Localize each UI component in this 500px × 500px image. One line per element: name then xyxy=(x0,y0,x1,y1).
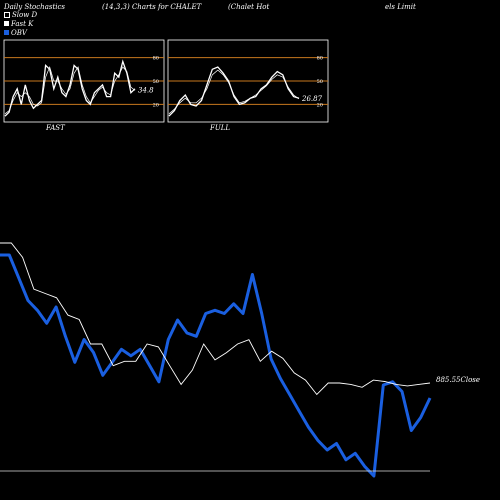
company-name-part2: els Limit xyxy=(385,3,416,11)
legend: Slow D Fast K OBV xyxy=(4,10,37,37)
legend-label-slow-d: Slow D xyxy=(12,10,38,19)
legend-label-obv: OBV xyxy=(11,28,27,37)
chart-type-title: Daily Stochastics xyxy=(4,3,66,11)
legend-swatch-fast-k xyxy=(4,21,9,26)
stoch-panel-title: FULL xyxy=(209,124,230,132)
stoch-level-label: 20 xyxy=(317,102,323,108)
stoch-panel-title: FAST xyxy=(45,124,66,132)
legend-label-fast-k: Fast K xyxy=(11,19,34,28)
stoch-line-slow-d xyxy=(168,69,300,115)
legend-item-obv: OBV xyxy=(4,28,37,37)
company-name-part1: (Chalet Hot xyxy=(228,3,270,11)
stoch-level-label: 80 xyxy=(317,56,323,62)
stoch-level-label: 50 xyxy=(153,79,159,85)
stoch-line-fast-k xyxy=(4,59,136,117)
stoch-line-slow-d xyxy=(4,65,136,115)
legend-item-fast-k: Fast K xyxy=(4,19,37,28)
legend-swatch-obv xyxy=(4,30,9,35)
legend-item-slow-d: Slow D xyxy=(4,10,37,19)
stoch-line-fast-k xyxy=(168,66,300,117)
stoch-level-label: 50 xyxy=(317,79,323,85)
stoch-level-label: 20 xyxy=(153,102,159,108)
stoch-last-value-label: 26.87 xyxy=(301,95,323,103)
stoch-last-value-label: 34.8 xyxy=(138,86,154,94)
close-price-line xyxy=(0,242,431,396)
obv-line xyxy=(0,253,432,478)
chart-params-title: (14,3,3) Charts for CHALET xyxy=(102,3,202,11)
close-price-label: 885.55Close xyxy=(436,376,480,384)
legend-swatch-slow-d xyxy=(4,11,10,18)
stoch-level-label: 80 xyxy=(153,56,159,62)
